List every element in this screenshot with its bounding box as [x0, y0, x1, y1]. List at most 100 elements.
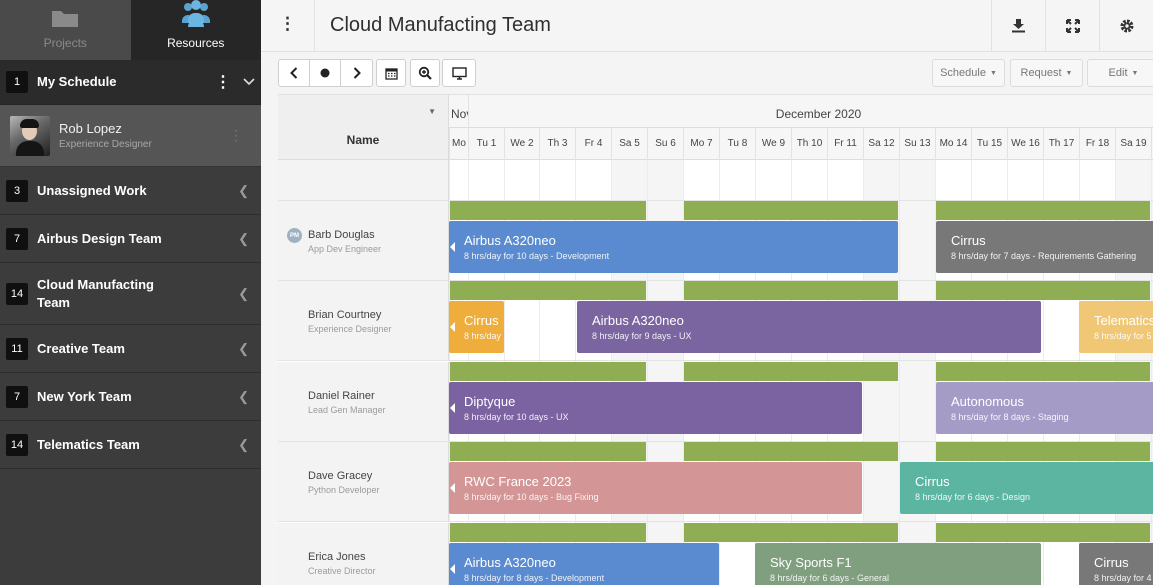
resource-row: PM Barb Douglas App Dev Engineer Airbus A32…	[278, 201, 1153, 281]
task-bar[interactable]: Autonomous 8 hrs/day for 8 days - Staging	[936, 382, 1153, 434]
today-button[interactable]	[310, 60, 341, 86]
chevron-left-icon[interactable]: ❮	[238, 285, 249, 301]
task-name: Telematics -	[1094, 313, 1153, 328]
sidebar-group-telematics-team[interactable]: 14 Telematics Team ❮	[0, 421, 261, 469]
tab-projects-label: Projects	[43, 36, 87, 50]
day-header: Th 10	[791, 128, 827, 160]
day-header: Fr 18	[1079, 128, 1115, 160]
resource-name-cell[interactable]: Brian Courtney Experience Designer	[278, 281, 449, 360]
tab-resources-label: Resources	[167, 36, 225, 50]
task-name: Airbus A320neo	[592, 313, 684, 328]
task-bar[interactable]: Cirrus 8 hrs/day	[449, 301, 504, 353]
more-vertical-icon[interactable]: ⋮	[229, 127, 243, 143]
availability-bar	[936, 442, 1150, 461]
availability-bar	[684, 523, 898, 542]
task-detail: 8 hrs/day for 4	[1094, 573, 1152, 583]
page-title: Cloud Manufacting Team	[330, 14, 551, 36]
task-detail: 8 hrs/day for 7 days - Requirements Gath…	[951, 251, 1137, 261]
sidebar-group-cloud-manufacting-team[interactable]: 14 Cloud Manufacting Team ❮	[0, 263, 261, 325]
chevron-left-icon[interactable]: ❮	[238, 436, 249, 452]
sidebar-group-airbus-design-team[interactable]: 7 Airbus Design Team ❮	[0, 215, 261, 263]
task-bar[interactable]: Cirrus 8 hrs/day for 6 days - Design	[900, 462, 1153, 514]
task-detail: 8 hrs/day for 5	[1094, 331, 1152, 341]
more-vertical-icon[interactable]: ⋮	[215, 74, 231, 91]
request-dropdown[interactable]: Request ▼	[1010, 59, 1083, 87]
chevron-left-icon[interactable]: ❮	[238, 340, 249, 356]
sidebar-group-unassigned-work[interactable]: 3 Unassigned Work ❮	[0, 167, 261, 215]
next-button[interactable]	[341, 60, 372, 86]
resource-name-cell[interactable]: Erica Jones Creative Director	[278, 523, 449, 585]
sidebar-tabs: Projects Resources	[0, 0, 261, 60]
column-line	[683, 160, 684, 585]
task-bar[interactable]: Airbus A320neo 8 hrs/day for 10 days - De…	[449, 221, 898, 273]
day-header: Tu 15	[971, 128, 1007, 160]
schedule-dropdown[interactable]: Schedule ▼	[932, 59, 1005, 87]
task-bar[interactable]: Airbus A320neo 8 hrs/day for 8 days - Dev…	[449, 543, 719, 585]
settings-button[interactable]	[1099, 0, 1153, 52]
day-header: Su 13	[899, 128, 935, 160]
task-name: Cirrus	[915, 474, 950, 489]
availability-bar	[936, 281, 1150, 300]
name-column-header[interactable]: ▼ Name	[278, 95, 449, 160]
menu-kebab-icon[interactable]: ⋮	[261, 0, 315, 52]
grid-body: PM Barb Douglas App Dev Engineer Airbus A32…	[278, 160, 1153, 585]
resource-row: Erica Jones Creative Director Airbus A320n…	[278, 523, 1153, 585]
task-bar[interactable]: Cirrus 8 hrs/day for 7 days - Requirement…	[936, 221, 1153, 273]
resource-name-cell[interactable]: Dave Gracey Python Developer	[278, 442, 449, 521]
day-header: Su 20	[1151, 128, 1153, 160]
caret-down-icon: ▼	[1065, 69, 1073, 77]
group-label: Unassigned Work	[37, 182, 147, 198]
availability-bar	[936, 362, 1150, 381]
chevron-left-icon[interactable]: ❮	[238, 182, 249, 198]
column-line	[935, 160, 936, 585]
task-name: Cirrus	[464, 313, 499, 328]
display-button[interactable]	[442, 59, 476, 87]
weekend-column	[899, 160, 935, 585]
chevron-down-icon[interactable]	[243, 73, 255, 91]
user-card[interactable]: Rob Lopez Experience Designer ⋮	[0, 105, 261, 167]
task-bar[interactable]: RWC France 2023 8 hrs/day for 10 days - B…	[449, 462, 862, 514]
sidebar-group-creative-team[interactable]: 11 Creative Team ❮	[0, 325, 261, 373]
group-count: 7	[6, 227, 28, 250]
download-button[interactable]	[991, 0, 1045, 52]
continues-left-icon	[450, 242, 455, 252]
zoom-button[interactable]	[410, 59, 440, 87]
task-bar[interactable]: Airbus A320neo 8 hrs/day for 9 days - UX	[577, 301, 1041, 353]
prev-button[interactable]	[279, 60, 310, 86]
calendar-button[interactable]	[376, 59, 406, 87]
chevron-left-icon[interactable]: ❮	[238, 230, 249, 246]
caret-down-icon: ▼	[1131, 69, 1139, 77]
task-detail: 8 hrs/day for 10 days - Bug Fixing	[464, 492, 599, 502]
weekend-column	[1151, 160, 1153, 585]
user-role: Experience Designer	[59, 139, 152, 150]
sidebar-group-new-york-team[interactable]: 7 New York Team ❮	[0, 373, 261, 421]
schedule-dropdown-label: Schedule	[940, 67, 986, 79]
dot-icon	[320, 68, 330, 78]
availability-bar	[450, 523, 646, 542]
task-bar[interactable]: Cirrus 8 hrs/day for 4	[1079, 543, 1153, 585]
availability-bar	[450, 201, 646, 220]
fullscreen-button[interactable]	[1045, 0, 1099, 52]
day-header: We 2	[504, 128, 539, 160]
resource-role: App Dev Engineer	[308, 244, 382, 254]
caret-down-icon: ▼	[989, 69, 997, 77]
group-label: Airbus Design Team	[37, 230, 162, 246]
resource-row: Brian Courtney Experience Designer Cirrus 8…	[278, 281, 1153, 361]
task-bar[interactable]: Telematics - 8 hrs/day for 5	[1079, 301, 1153, 353]
resource-name-cell[interactable]: Daniel Rainer Lead Gen Manager	[278, 362, 449, 441]
task-bar[interactable]: Sky Sports F1 8 hrs/day for 6 days - Gene…	[755, 543, 1041, 585]
chevron-left-icon[interactable]: ❮	[238, 388, 249, 404]
task-name: Autonomous	[951, 394, 1024, 409]
edit-dropdown[interactable]: Edit ▼	[1087, 59, 1153, 87]
sort-caret-icon[interactable]: ▼	[428, 107, 436, 116]
day-header: Th 17	[1043, 128, 1079, 160]
tab-resources[interactable]: Resources	[130, 0, 261, 60]
task-bar[interactable]: Diptyque 8 hrs/day for 10 days - UX	[449, 382, 862, 434]
tab-projects[interactable]: Projects	[0, 0, 131, 60]
day-header: Sa 5	[611, 128, 647, 160]
my-schedule-group[interactable]: 1 My Schedule ⋮	[0, 60, 261, 105]
day-header: Fr 4	[575, 128, 611, 160]
resource-name-cell[interactable]: PM Barb Douglas App Dev Engineer	[278, 201, 449, 280]
availability-bar	[450, 281, 646, 300]
day-header: We 16	[1007, 128, 1043, 160]
